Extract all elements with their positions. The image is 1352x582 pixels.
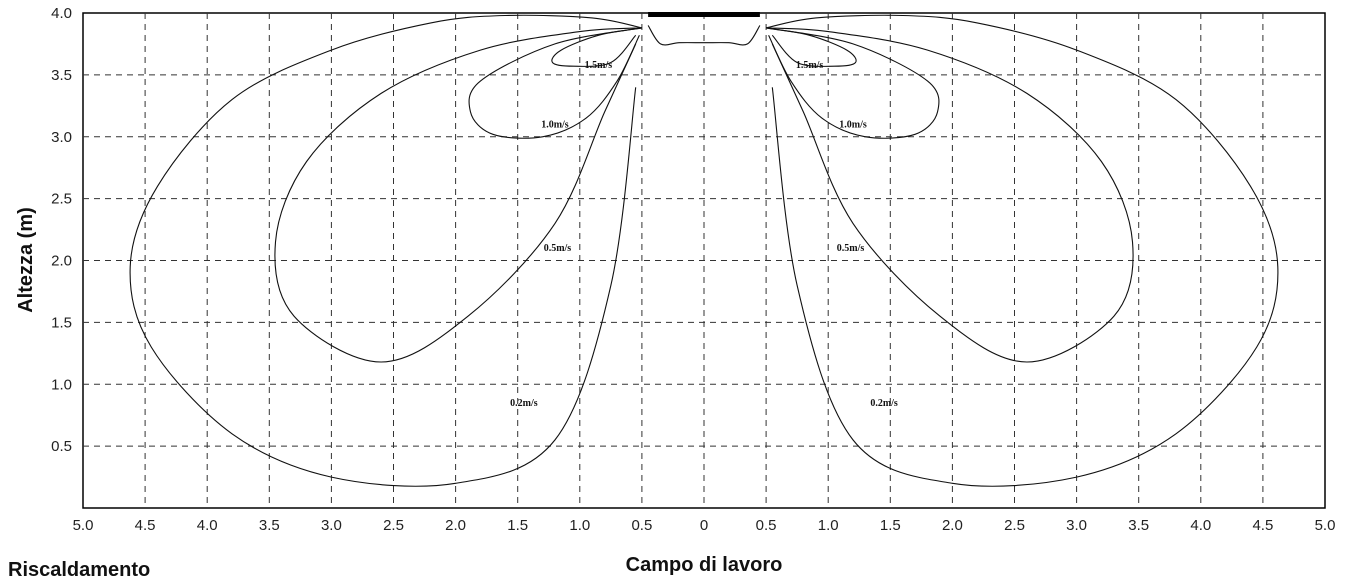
x-tick-label: 1.0: [818, 517, 839, 534]
contour-label: 1.5m/s: [796, 60, 824, 71]
y-axis-ticks: 0.5 1.0 1.5 2.0 2.5 3.0 3.5 4.0: [51, 5, 72, 455]
x-tick-label: 5.0: [1315, 517, 1336, 534]
y-tick-label: 1.5: [51, 314, 72, 331]
y-tick-label: 2.0: [51, 253, 72, 270]
contour-label: 0.2m/s: [510, 398, 538, 409]
contour-label: 1.0m/s: [541, 119, 569, 130]
contour-0.2m/s-right: [765, 14, 1279, 487]
y-tick-label: 3.5: [51, 67, 72, 84]
y-tick-label: 3.0: [51, 129, 72, 146]
contour-label: 0.5m/s: [837, 243, 865, 254]
x-tick-label: 2.5: [383, 517, 404, 534]
x-tick-label: 1.5: [507, 517, 528, 534]
x-tick-label: 2.0: [445, 517, 466, 534]
contour-0.2m/s-left: [129, 14, 643, 487]
x-axis-ticks: 5.0 4.5 4.0 3.5 3.0 2.5 2.0 1.5 1.0 0.5 0 0.5 1.0 1.5…: [73, 517, 1336, 534]
x-tick-label: 3.5: [259, 517, 280, 534]
contour-1.0m/s-right: [766, 27, 940, 139]
x-tick-label: 2.5: [1004, 517, 1025, 534]
grid: [83, 13, 1325, 508]
x-tick-label: 2.0: [942, 517, 963, 534]
x-tick-label: 4.0: [1190, 517, 1211, 534]
y-tick-label: 0.5: [51, 438, 72, 455]
x-tick-label: 1.5: [880, 517, 901, 534]
contour-label: 1.5m/s: [585, 60, 613, 71]
x-tick-label: 3.0: [1066, 517, 1087, 534]
contour-1.0m/s-left: [468, 27, 642, 139]
air-outlet: [648, 12, 760, 17]
footer-caption: Riscaldamento: [8, 559, 151, 581]
x-tick-label: 4.5: [1252, 517, 1273, 534]
contour-1.5m/s-left: [551, 27, 642, 67]
contour-1.5m/s-right: [766, 27, 857, 67]
core-contour: [647, 25, 761, 46]
x-tick-label: 0: [700, 517, 708, 534]
x-tick-label: 1.0: [569, 517, 590, 534]
y-tick-label: 1.0: [51, 376, 72, 393]
contour-labels: 0.2m/s 0.2m/s 0.5m/s 0.5m/s 1.0m/s 1.0m/s 1.5m…: [510, 60, 898, 409]
contour-0.5m/s-right: [766, 27, 1134, 363]
contours: [129, 12, 1279, 487]
contour-label: 0.2m/s: [870, 398, 898, 409]
x-axis-title: Campo di lavoro: [626, 554, 783, 576]
contour-0.5m/s-left: [274, 27, 642, 363]
contour-label: 0.5m/s: [544, 243, 572, 254]
y-tick-label: 2.5: [51, 191, 72, 208]
x-tick-label: 3.5: [1128, 517, 1149, 534]
y-tick-label: 4.0: [51, 5, 72, 22]
y-axis-title: Altezza (m): [15, 207, 37, 313]
x-tick-label: 0.5: [756, 517, 777, 534]
contour-label: 1.0m/s: [839, 119, 867, 130]
x-tick-label: 4.0: [197, 517, 218, 534]
x-tick-label: 0.5: [631, 517, 652, 534]
x-tick-label: 5.0: [73, 517, 94, 534]
x-tick-label: 3.0: [321, 517, 342, 534]
x-tick-label: 4.5: [135, 517, 156, 534]
